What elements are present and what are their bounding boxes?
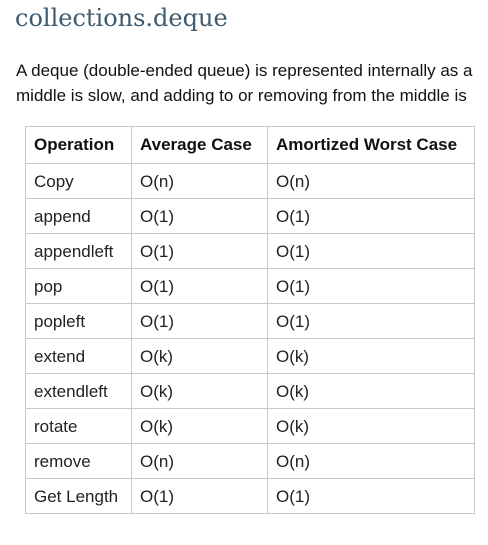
table-row: popleft O(1) O(1): [25, 303, 475, 339]
average-case-cell: O(1): [131, 198, 268, 234]
average-case-cell: O(k): [131, 338, 268, 374]
operation-cell: pop: [25, 268, 132, 304]
worst-case-cell: O(n): [267, 163, 475, 199]
worst-case-cell: O(1): [267, 303, 475, 339]
table-row: rotate O(k) O(k): [25, 408, 475, 444]
worst-case-cell: O(k): [267, 408, 475, 444]
worst-case-cell: O(1): [267, 233, 475, 269]
intro-line-1: A deque (double-ended queue) is represen…: [16, 61, 473, 80]
table-row: extend O(k) O(k): [25, 338, 475, 374]
header-operation: Operation: [25, 126, 132, 164]
operation-cell: rotate: [25, 408, 132, 444]
average-case-cell: O(n): [131, 163, 268, 199]
average-case-cell: O(1): [131, 478, 268, 514]
operation-cell: extendleft: [25, 373, 132, 409]
worst-case-cell: O(1): [267, 268, 475, 304]
table-header-row: Operation Average Case Amortized Worst C…: [25, 126, 475, 164]
worst-case-cell: O(1): [267, 198, 475, 234]
table-row: append O(1) O(1): [25, 198, 475, 234]
operation-cell: Copy: [25, 163, 132, 199]
worst-case-cell: O(n): [267, 443, 475, 479]
operation-cell: append: [25, 198, 132, 234]
section-heading: collections.deque: [15, 4, 228, 32]
operation-cell: appendleft: [25, 233, 132, 269]
worst-case-cell: O(k): [267, 338, 475, 374]
operation-cell: Get Length: [25, 478, 132, 514]
average-case-cell: O(1): [131, 303, 268, 339]
operation-cell: extend: [25, 338, 132, 374]
header-amortized-worst-case: Amortized Worst Case: [267, 126, 475, 164]
table-row: pop O(1) O(1): [25, 268, 475, 304]
operation-cell: remove: [25, 443, 132, 479]
intro-line-2: middle is slow, and adding to or removin…: [16, 86, 467, 105]
average-case-cell: O(1): [131, 268, 268, 304]
average-case-cell: O(n): [131, 443, 268, 479]
worst-case-cell: O(k): [267, 373, 475, 409]
average-case-cell: O(k): [131, 373, 268, 409]
table-row: Get Length O(1) O(1): [25, 478, 475, 514]
average-case-cell: O(k): [131, 408, 268, 444]
intro-paragraph: A deque (double-ended queue) is represen…: [16, 58, 488, 108]
header-average-case: Average Case: [131, 126, 268, 164]
average-case-cell: O(1): [131, 233, 268, 269]
complexity-table: Operation Average Case Amortized Worst C…: [25, 126, 475, 514]
worst-case-cell: O(1): [267, 478, 475, 514]
operation-cell: popleft: [25, 303, 132, 339]
table-row: remove O(n) O(n): [25, 443, 475, 479]
table-row: appendleft O(1) O(1): [25, 233, 475, 269]
table-row: Copy O(n) O(n): [25, 163, 475, 199]
table-row: extendleft O(k) O(k): [25, 373, 475, 409]
